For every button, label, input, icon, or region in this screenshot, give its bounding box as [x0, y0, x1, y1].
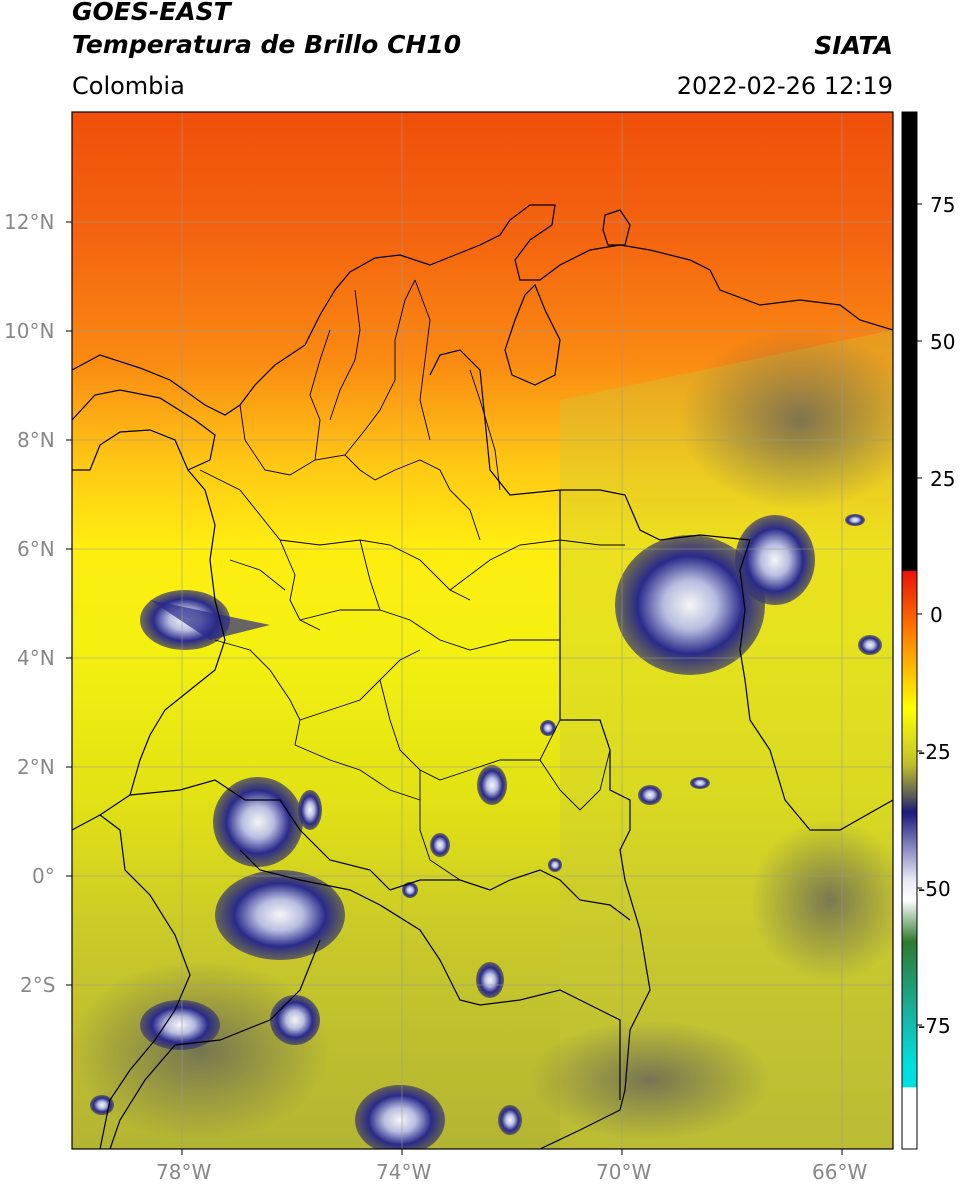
cloud-cluster [615, 535, 765, 675]
paraguana [602, 209, 631, 246]
cloud-cluster [215, 870, 345, 960]
colorbar-tick-neg50: -50 [918, 877, 951, 901]
cloud-cluster [735, 515, 815, 605]
cloud-cluster [213, 777, 303, 867]
colombia-ecuador-border [129, 779, 391, 891]
title-satellite: GOES-EAST [72, 0, 231, 26]
graticule [72, 112, 893, 1149]
region-label: Colombia [72, 72, 185, 100]
colorbar-scale [902, 112, 917, 1149]
borders [72, 204, 893, 1149]
panama-coast [72, 389, 216, 471]
lon-label-74w: 74°W [376, 1160, 432, 1184]
putumayo [389, 869, 631, 921]
colorbar-ticks [917, 203, 922, 1026]
lat-label-4n: 4°N [17, 646, 55, 670]
colorbar-tick-neg75: -75 [918, 1014, 951, 1038]
lat-label-0: 0° [32, 864, 55, 888]
colombia-venezuela-border [429, 349, 893, 831]
colorbar [901, 111, 922, 1150]
pacific-coast [72, 469, 226, 831]
lat-label-10n: 10°N [4, 319, 55, 343]
colorbar-tick-50: 50 [930, 330, 956, 354]
maracaibo-lake [504, 283, 561, 386]
caribbean-coast [72, 204, 893, 416]
lat-label-2n: 2°N [17, 755, 55, 779]
lon-label-78w: 78°W [156, 1160, 212, 1184]
map-frame [71, 111, 894, 1150]
brand-label: SIATA [814, 31, 893, 60]
title-product: Temperatura de Brillo CH10 [72, 30, 462, 59]
lon-label-66w: 66°W [812, 1160, 868, 1184]
colombia-brazil-border [539, 490, 651, 1149]
map-panel [72, 112, 893, 1149]
lon-label-70w: 70°W [596, 1160, 652, 1184]
ecuador-coast [99, 814, 191, 1149]
cloud-clusters [90, 514, 882, 1149]
ecuador-peru-border [239, 849, 621, 1100]
lat-label-2s: 2°S [20, 973, 56, 997]
peru-east [109, 939, 321, 1149]
timestamp-label: 2022-02-26 12:19 [676, 72, 893, 100]
haze-area [680, 330, 893, 510]
colorbar-tick-neg25: -25 [918, 740, 951, 764]
colorbar-frame [901, 111, 918, 1150]
lat-label-6n: 6°N [17, 537, 55, 561]
lat-label-12n: 12°N [4, 210, 55, 234]
colorbar-tick-25: 25 [930, 467, 956, 491]
colorbar-tick-0: 0 [930, 603, 943, 627]
lat-label-8n: 8°N [17, 428, 55, 452]
department-boundaries [199, 279, 625, 881]
colorbar-tick-75: 75 [930, 193, 956, 217]
